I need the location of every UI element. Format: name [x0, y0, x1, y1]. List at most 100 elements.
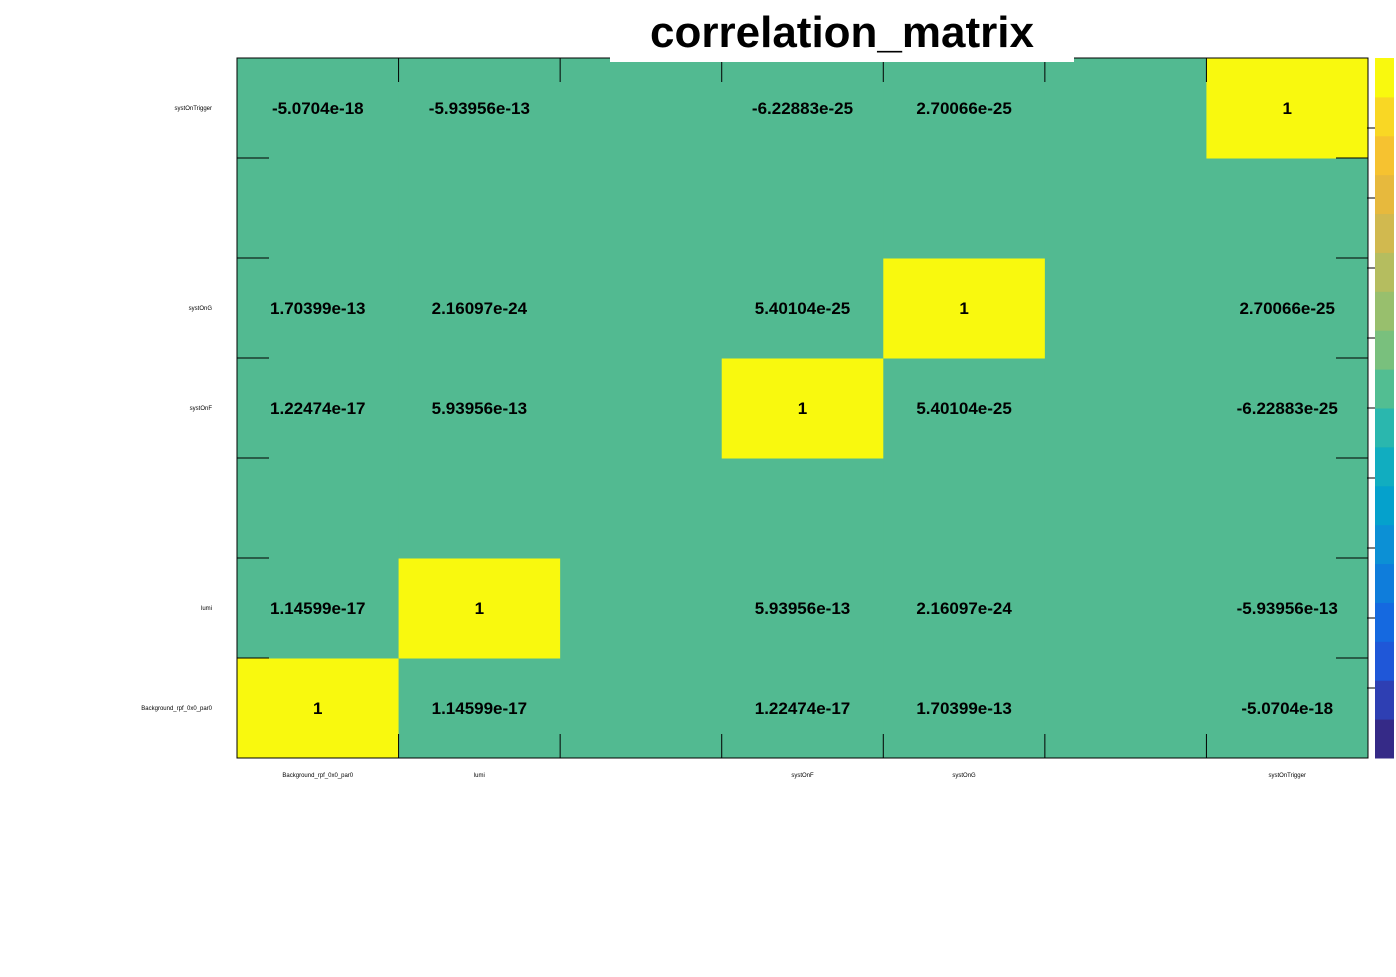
cell-value-label: 1.14599e-17: [270, 599, 365, 618]
palette-swatch: [1375, 641, 1394, 681]
heatmap-cell: [1206, 58, 1369, 159]
cell-value-label: 1: [475, 599, 484, 618]
heatmap-cell: [398, 558, 561, 659]
palette-swatch: [1375, 369, 1394, 409]
heatmap-cell: [237, 558, 400, 659]
cell-value-label: 2.70066e-25: [916, 99, 1011, 118]
heatmap-cell: [398, 458, 561, 559]
cell-value-label: 2.16097e-24: [432, 299, 528, 318]
heatmap-cell: [398, 58, 561, 159]
heatmap-cell: [1206, 258, 1369, 359]
heatmap-cell: [721, 458, 884, 559]
cell-value-label: 1: [1282, 99, 1291, 118]
heatmap-cell: [398, 258, 561, 359]
chart-title: correlation_matrix: [650, 8, 1034, 57]
palette-swatch: [1375, 96, 1394, 137]
cell-value-label: 1.70399e-13: [270, 299, 365, 318]
cell-value-label: 2.16097e-24: [916, 599, 1012, 618]
heatmap-cell: [237, 258, 400, 359]
palette-swatch: [1375, 524, 1394, 565]
heatmap-cell: [721, 558, 884, 659]
cell-value-label: 1.22474e-17: [755, 699, 850, 718]
heatmap-cell: [721, 58, 884, 159]
heatmap-cell: [1206, 558, 1369, 659]
color-palette: [1367, 58, 1394, 759]
title-box: correlation_matrix: [610, 4, 1074, 62]
heatmap-cell: [1044, 258, 1207, 359]
y-tick-label: systOnG: [189, 306, 213, 312]
cell-value-label: 5.93956e-13: [755, 599, 850, 618]
heatmap-cell: [560, 158, 723, 259]
cell-value-label: 2.70066e-25: [1239, 299, 1334, 318]
heatmap-cell: [560, 258, 723, 359]
x-tick-label: lumi: [474, 773, 485, 779]
heatmap-cell: [1206, 458, 1369, 559]
cell-value-label: 1.14599e-17: [432, 699, 527, 718]
heatmap-cell: [883, 558, 1046, 659]
x-tick-label: systOnF: [791, 773, 814, 779]
cell-value-label: 1: [959, 299, 968, 318]
x-tick-label: systOnTrigger: [1268, 773, 1305, 779]
palette-swatch: [1375, 174, 1394, 215]
cell-value-label: -6.22883e-25: [1237, 399, 1338, 418]
heatmap-cell: [1044, 458, 1207, 559]
palette-swatch: [1375, 330, 1394, 370]
y-tick-label: Background_rpf_0x0_par0: [141, 706, 212, 712]
cell-value-label: -5.93956e-13: [1237, 599, 1338, 618]
heatmap-cell: [883, 358, 1046, 459]
y-tick-label: systOnTrigger: [175, 106, 212, 112]
heatmap-cell: [560, 658, 723, 759]
palette-swatch: [1375, 446, 1394, 487]
heatmap-cell: [883, 658, 1046, 759]
heatmap-cell: [1206, 358, 1369, 459]
heatmap-cell: [1206, 158, 1369, 259]
x-tick-label: Background_rpf_0x0_par0: [282, 773, 353, 779]
y-tick-label: systOnF: [190, 406, 213, 412]
cell-value-label: 5.93956e-13: [432, 399, 527, 418]
heatmap-cell: [237, 158, 400, 259]
cell-value-label: 5.40104e-25: [755, 299, 850, 318]
cell-value-label: 1: [798, 399, 807, 418]
cell-value-label: 1.22474e-17: [270, 399, 365, 418]
heatmap-cell: [237, 658, 400, 759]
palette-swatch: [1375, 252, 1394, 292]
palette-swatch: [1375, 602, 1394, 642]
heatmap-cell: [1044, 58, 1207, 159]
heatmap-cell: [721, 258, 884, 359]
heatmap-cell: [721, 358, 884, 459]
palette-swatch: [1375, 291, 1394, 331]
heatmap-cell: [1044, 658, 1207, 759]
heatmap-cell: [398, 658, 561, 759]
palette-swatch: [1375, 408, 1394, 448]
palette-swatch: [1375, 485, 1394, 526]
heatmap-cell: [560, 58, 723, 159]
axis-ticks: [237, 58, 1368, 758]
heatmap-cell: [883, 58, 1046, 159]
cell-value-label: -5.93956e-13: [429, 99, 530, 118]
heatmap-cell: [398, 358, 561, 459]
palette-swatch: [1375, 680, 1394, 720]
palette-swatch: [1375, 719, 1394, 759]
cell-labels: 1 1.14599e-17 1.22474e-17 1.70399e-13 -5.070…: [270, 99, 1338, 718]
heatmap-cell: [398, 158, 561, 259]
heatmap-cell: [560, 458, 723, 559]
heatmap-cells: [237, 58, 1369, 759]
y-tick-label: lumi: [201, 606, 212, 612]
heatmap-cell: [883, 158, 1046, 259]
heatmap-cell: [237, 358, 400, 459]
palette-swatch: [1375, 58, 1394, 98]
heatmap-cell: [1044, 558, 1207, 659]
cell-value-label: 5.40104e-25: [916, 399, 1011, 418]
cell-value-label: -6.22883e-25: [752, 99, 853, 118]
heatmap-cell: [721, 158, 884, 259]
x-axis-labels: Background_rpf_0x0_par0 lumi systOnF systOn…: [282, 773, 1306, 779]
cell-value-label: -5.0704e-18: [272, 99, 364, 118]
palette-swatch: [1375, 563, 1394, 603]
heatmap-cell: [1044, 358, 1207, 459]
heatmap-cell: [883, 458, 1046, 559]
cell-value-label: -5.0704e-18: [1241, 699, 1333, 718]
heatmap-cell: [721, 658, 884, 759]
heatmap-cell: [560, 358, 723, 459]
